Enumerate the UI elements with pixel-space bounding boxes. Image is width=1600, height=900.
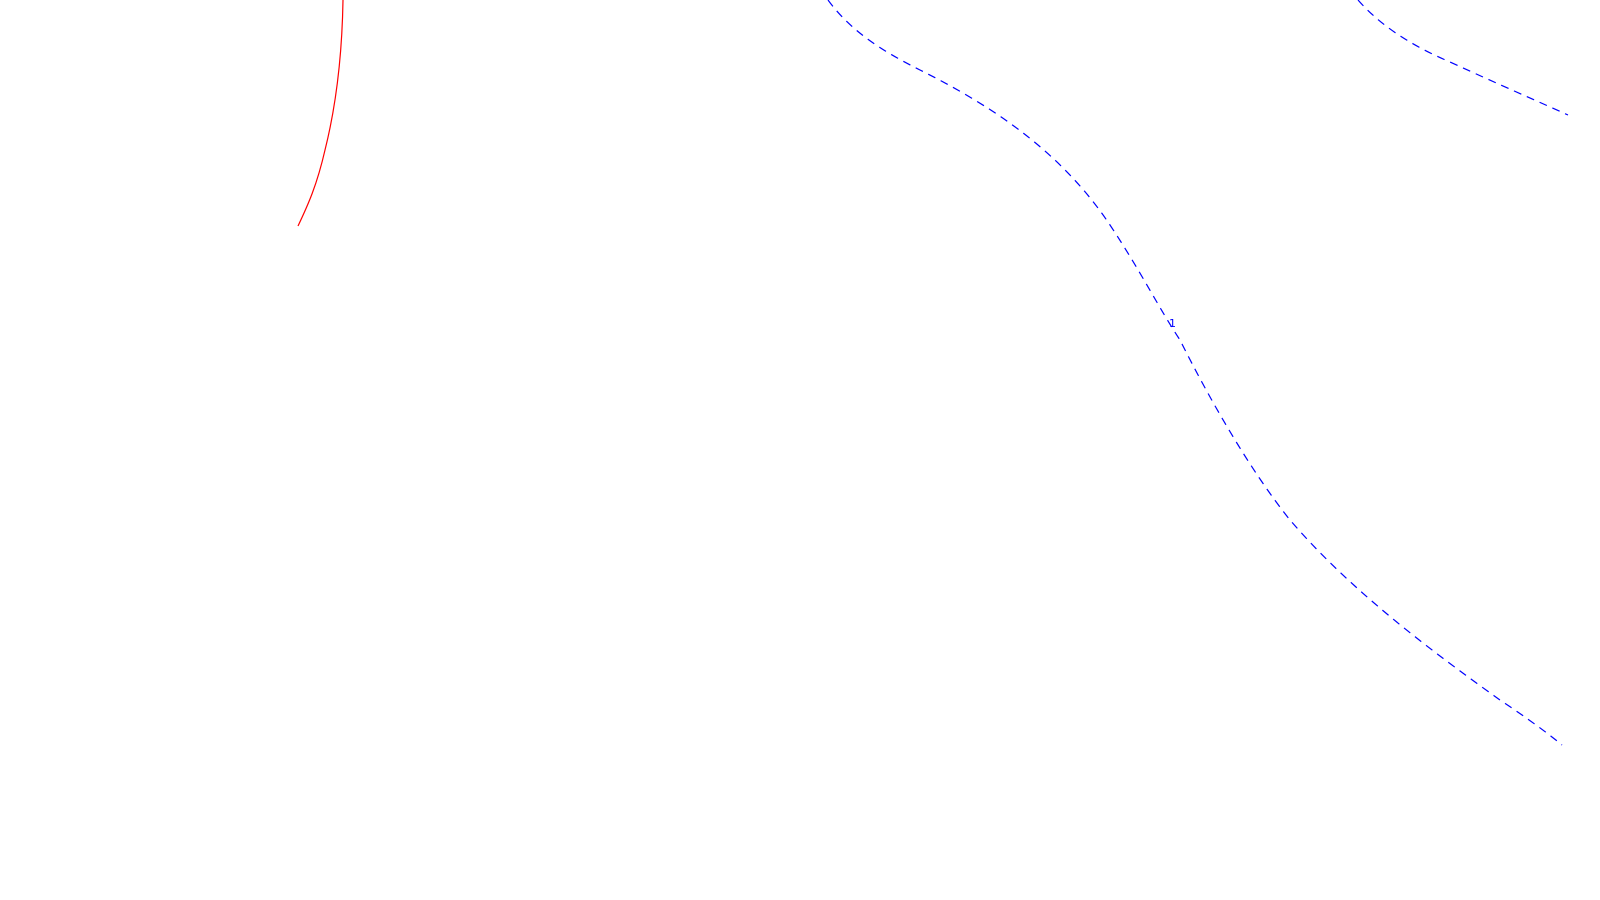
contour-label: 1 [1169,317,1176,330]
red-solid-curve [297,0,344,227]
blue-dashed-curve-upper-right [1357,0,1569,116]
